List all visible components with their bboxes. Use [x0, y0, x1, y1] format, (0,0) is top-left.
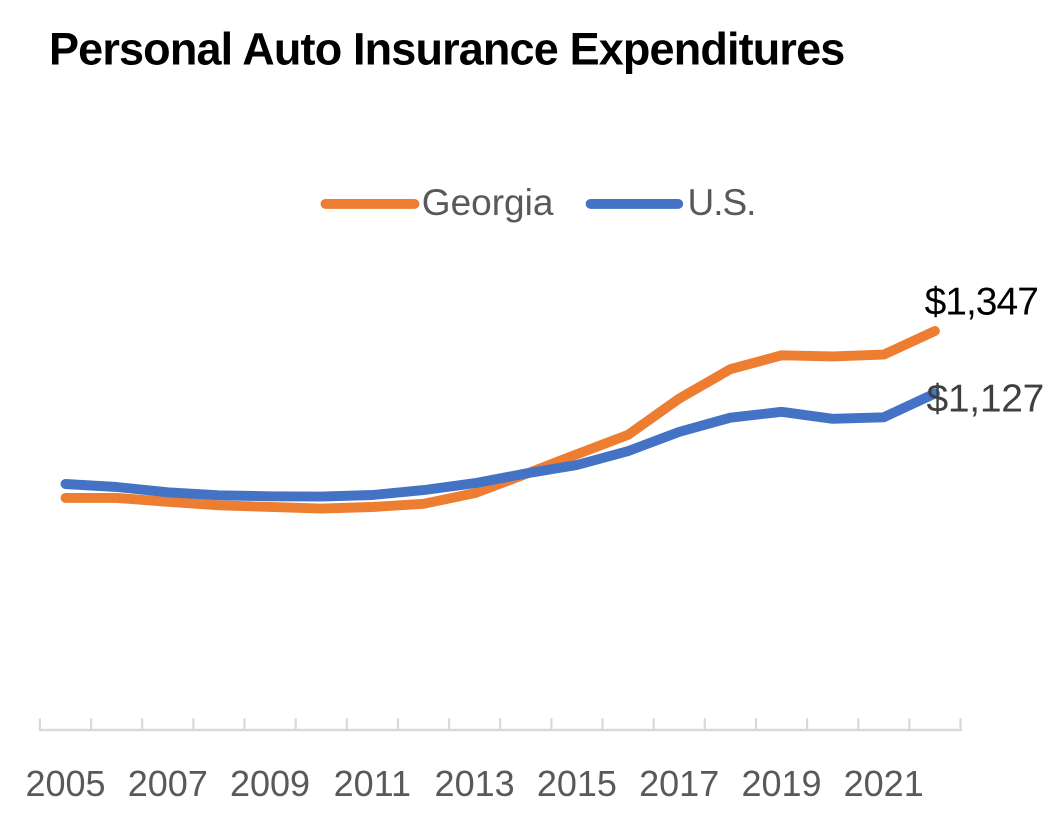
svg-text:2015: 2015 — [537, 763, 617, 804]
svg-text:2013: 2013 — [435, 763, 515, 804]
svg-text:2021: 2021 — [844, 763, 924, 804]
svg-text:Personal Auto Insurance Expend: Personal Auto Insurance Expenditures — [49, 23, 844, 74]
svg-text:U.S.: U.S. — [688, 182, 756, 223]
svg-text:2007: 2007 — [128, 763, 208, 804]
svg-text:2011: 2011 — [334, 763, 411, 804]
svg-text:$1,347: $1,347 — [925, 281, 1038, 324]
svg-text:2019: 2019 — [741, 763, 821, 804]
svg-text:$1,127: $1,127 — [927, 377, 1045, 420]
svg-text:Georgia: Georgia — [422, 182, 554, 223]
svg-text:2017: 2017 — [639, 763, 719, 804]
svg-text:2005: 2005 — [25, 763, 105, 804]
svg-text:2009: 2009 — [230, 763, 310, 804]
